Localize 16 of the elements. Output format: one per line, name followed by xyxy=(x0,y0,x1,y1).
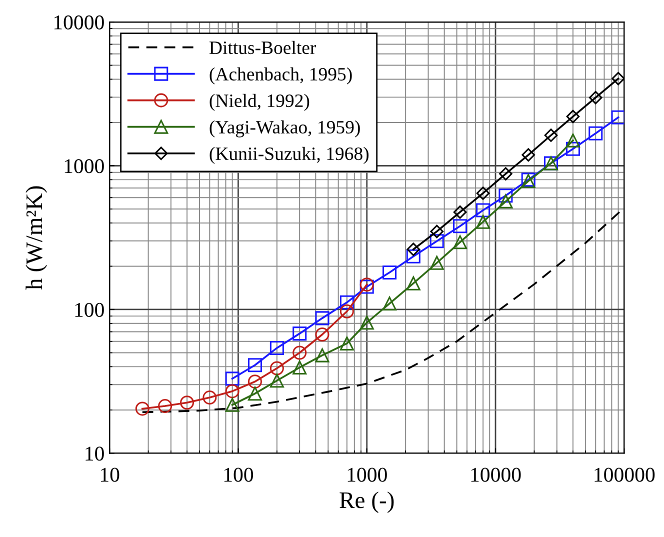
x-tick-label: 1000 xyxy=(348,468,387,482)
x-tick-label: 100000 xyxy=(594,468,655,482)
legend-label: (Nield, 1992) xyxy=(210,94,310,111)
legend-label: (Achenbach, 1995) xyxy=(210,67,352,84)
y-axis-title: h (W/m²K) xyxy=(26,186,48,290)
x-axis-title: Re (-) xyxy=(340,492,394,513)
x-tick-label: 10000 xyxy=(471,468,521,482)
y-tick-label: 100 xyxy=(75,302,104,317)
x-tick-label: 100 xyxy=(224,468,254,482)
legend-label: (Yagi-Wakao, 1959) xyxy=(210,120,360,138)
legend-label: (Kunii-Suzuki, 1968) xyxy=(210,146,369,164)
y-tick-label: 1000 xyxy=(64,159,104,174)
x-tick-label: 10 xyxy=(100,468,120,482)
y-tick-label: 10 xyxy=(86,446,104,461)
legend-label: Dittus-Boelter xyxy=(209,40,316,54)
y-tick-label: 10000 xyxy=(54,15,104,30)
